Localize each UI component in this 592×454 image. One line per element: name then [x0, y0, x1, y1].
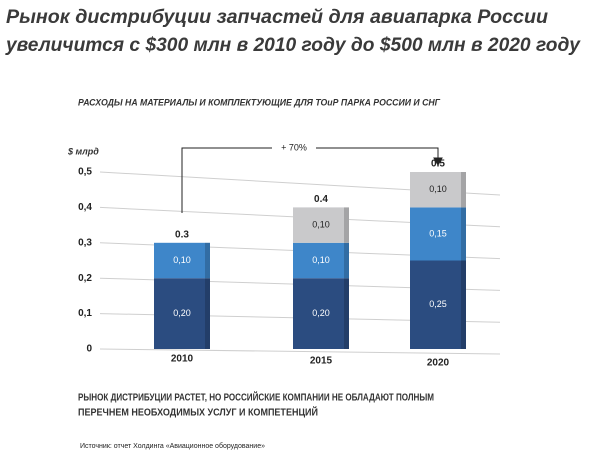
y-axis-label: $ млрд [67, 146, 99, 156]
total-label: 0.5 [431, 159, 445, 170]
bar-segment [293, 278, 349, 349]
x-tick-label: 2015 [310, 356, 333, 367]
bar-shade [344, 207, 349, 243]
bar-shade [461, 207, 466, 261]
value-label: 0,25 [429, 299, 447, 309]
annotation: + 70% [281, 142, 307, 152]
bar-segment [410, 260, 466, 349]
bar-shade [205, 242, 210, 279]
value-label: 0,10 [173, 255, 191, 265]
bar-segment [410, 172, 466, 208]
annotation-bg [272, 141, 316, 155]
y-tick-label: 0,3 [78, 237, 92, 248]
y-tick-label: 0 [86, 344, 92, 355]
value-label: 0,10 [312, 219, 330, 229]
value-label: 0,20 [312, 308, 330, 318]
growth-bracket [181, 147, 443, 213]
y-tick-label: 0,5 [78, 167, 92, 178]
bar-shade [205, 278, 210, 349]
bar-shade [344, 242, 349, 279]
bar-segment [410, 207, 466, 261]
bar-segment [293, 242, 349, 279]
bracket-line [181, 147, 439, 213]
y-tick-label: 0,4 [78, 202, 92, 213]
x-tick-label: 2010 [171, 354, 194, 365]
value-label: 0,15 [429, 228, 447, 238]
value-label: 0,10 [429, 184, 447, 194]
arrow-head [433, 157, 443, 167]
bar-segment [293, 207, 349, 243]
chart-title: Рынок дистрибуции запчастей для авиапарк… [6, 7, 548, 28]
bar-shade [461, 172, 466, 208]
note: ПЕРЕЧНЕМ НЕОБХОДИМЫХ УСЛУГ И КОМПЕТЕНЦИЙ [78, 406, 318, 419]
value-label: 0,20 [173, 308, 191, 318]
total-label: 0.4 [314, 194, 328, 205]
chart-title: увеличится с $300 млн в 2010 году до $50… [5, 35, 581, 56]
bar-segment [154, 242, 210, 279]
grid-line [99, 348, 501, 355]
note: РЫНОК ДИСТРИБУЦИИ РАСТЕТ, НО РОССИЙСКИЕ … [78, 391, 434, 404]
y-tick-label: 0,1 [78, 308, 92, 319]
total-label: 0.3 [175, 229, 189, 240]
x-tick-label: 2020 [427, 358, 450, 369]
value-label: 0,10 [312, 255, 330, 265]
bar-segment [154, 278, 210, 349]
bar-shade [461, 260, 466, 349]
chart-subtitle: РАСХОДЫ НА МАТЕРИАЛЫ И КОМПЛЕКТУЮЩИЕ ДЛЯ… [78, 97, 440, 107]
source: Источник: отчет Холдинга «Авиационное об… [80, 442, 265, 450]
y-tick-label: 0,2 [78, 273, 92, 284]
bar-shade [344, 278, 349, 349]
